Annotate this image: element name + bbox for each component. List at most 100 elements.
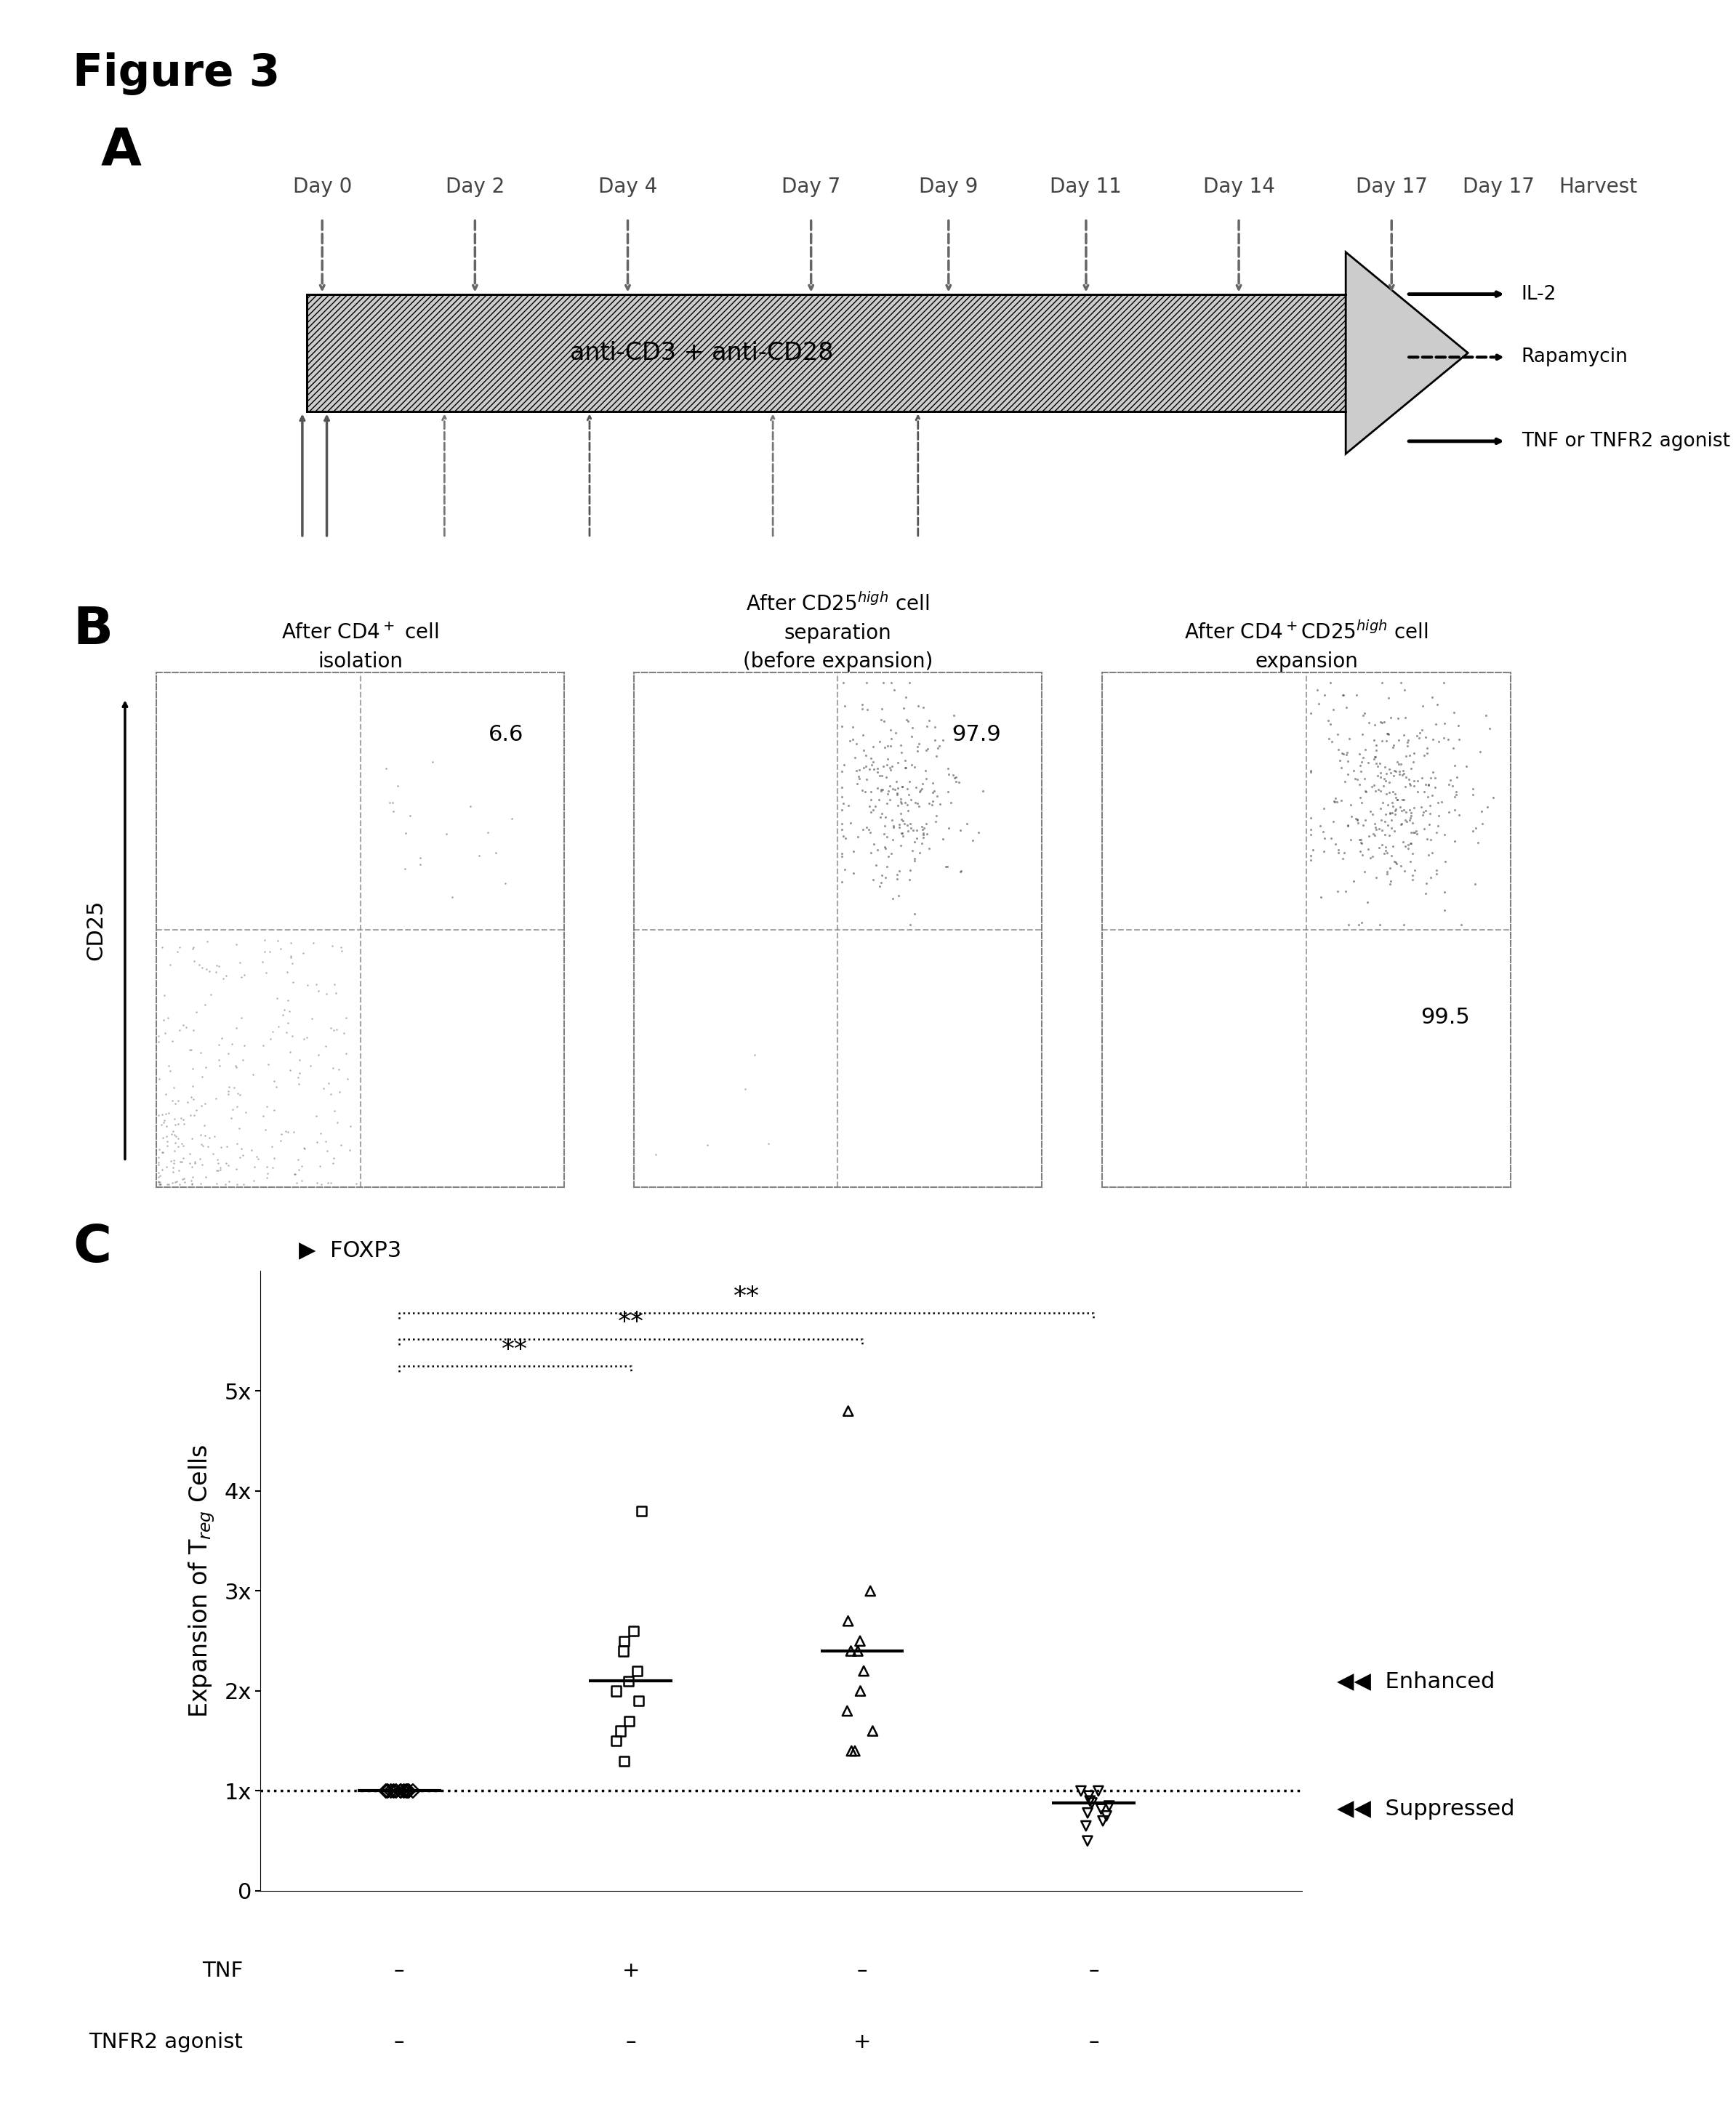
Point [1344,803,1371,836]
Point [250,1029,278,1063]
Point [1413,735,1441,769]
Point [163,1164,191,1198]
Point [1305,809,1333,843]
Point [911,754,939,788]
Point [1361,740,1389,773]
Point [1415,807,1443,840]
Point [321,966,349,1000]
Point [151,1097,179,1130]
Point [1361,819,1389,853]
Point [1370,763,1397,796]
Point [312,1124,340,1158]
Text: anti-CD3 + anti-CD28: anti-CD3 + anti-CD28 [569,340,833,366]
Point [153,1078,181,1111]
Point [899,813,927,847]
Point [1297,698,1325,731]
Point [884,861,911,895]
Point [1297,817,1325,851]
Point [170,1128,198,1162]
Point [1344,807,1371,840]
Point [312,1029,340,1063]
Point [896,864,924,897]
Text: IL-2: IL-2 [1521,286,1557,303]
Point [281,1158,309,1191]
Point [1411,876,1439,910]
Point [904,790,932,824]
Point [1391,853,1418,887]
Point [165,1013,193,1046]
Point [1349,719,1377,752]
Point [937,786,965,819]
Point [1444,708,1472,742]
Point [181,1147,208,1181]
Point [868,866,896,899]
Point [252,1114,279,1147]
Point [1404,763,1432,796]
Point [1359,742,1387,775]
Point [153,1149,181,1183]
Point [1328,784,1356,817]
Point [491,868,519,901]
Point [210,962,238,996]
Point [901,843,929,876]
Point [1463,826,1491,859]
Point [177,1149,205,1183]
Point [191,1109,219,1143]
Point [1311,679,1338,712]
Point [224,1168,252,1202]
Point [1366,756,1394,790]
Point [170,1162,198,1195]
Point [1399,815,1427,849]
Point [252,922,279,956]
Point [859,828,887,861]
Point [1384,847,1411,880]
Point [884,857,911,891]
Point [144,1141,172,1174]
Point [241,1149,269,1183]
Point [1411,721,1439,754]
Point [1359,769,1387,803]
Point [1394,832,1422,866]
Point [144,1164,172,1198]
Point [1430,876,1458,910]
Point [1430,706,1458,740]
Point [1316,723,1344,756]
Point [1368,725,1396,758]
Point [1304,672,1332,706]
Point [615,1704,642,1738]
Point [144,1145,172,1179]
Point [1399,769,1427,803]
Point [187,1147,215,1181]
Point [1373,836,1401,870]
Point [177,1164,205,1198]
Point [1356,840,1384,874]
Point [868,859,896,893]
Point [1347,906,1375,939]
Point [1344,763,1371,796]
Point [873,742,901,775]
Point [1417,761,1444,794]
Point [1319,805,1347,838]
Point [866,773,894,807]
Point [885,807,913,840]
Point [833,788,861,821]
Point [285,1153,312,1187]
Point [1391,719,1418,752]
Point [910,691,937,725]
Point [832,821,859,855]
Point [250,1099,278,1132]
Point [457,790,484,824]
Point [1443,777,1470,811]
Point [187,1166,215,1200]
Point [884,746,911,779]
Point [922,798,950,832]
Point [903,733,930,767]
Text: Day 9: Day 9 [918,176,977,197]
Text: –: – [625,2032,635,2053]
Text: Day 2: Day 2 [446,176,505,197]
Point [1384,702,1411,735]
Point [148,1135,175,1168]
Point [1359,840,1387,874]
Text: **: ** [618,1311,644,1334]
Point [1333,809,1361,843]
